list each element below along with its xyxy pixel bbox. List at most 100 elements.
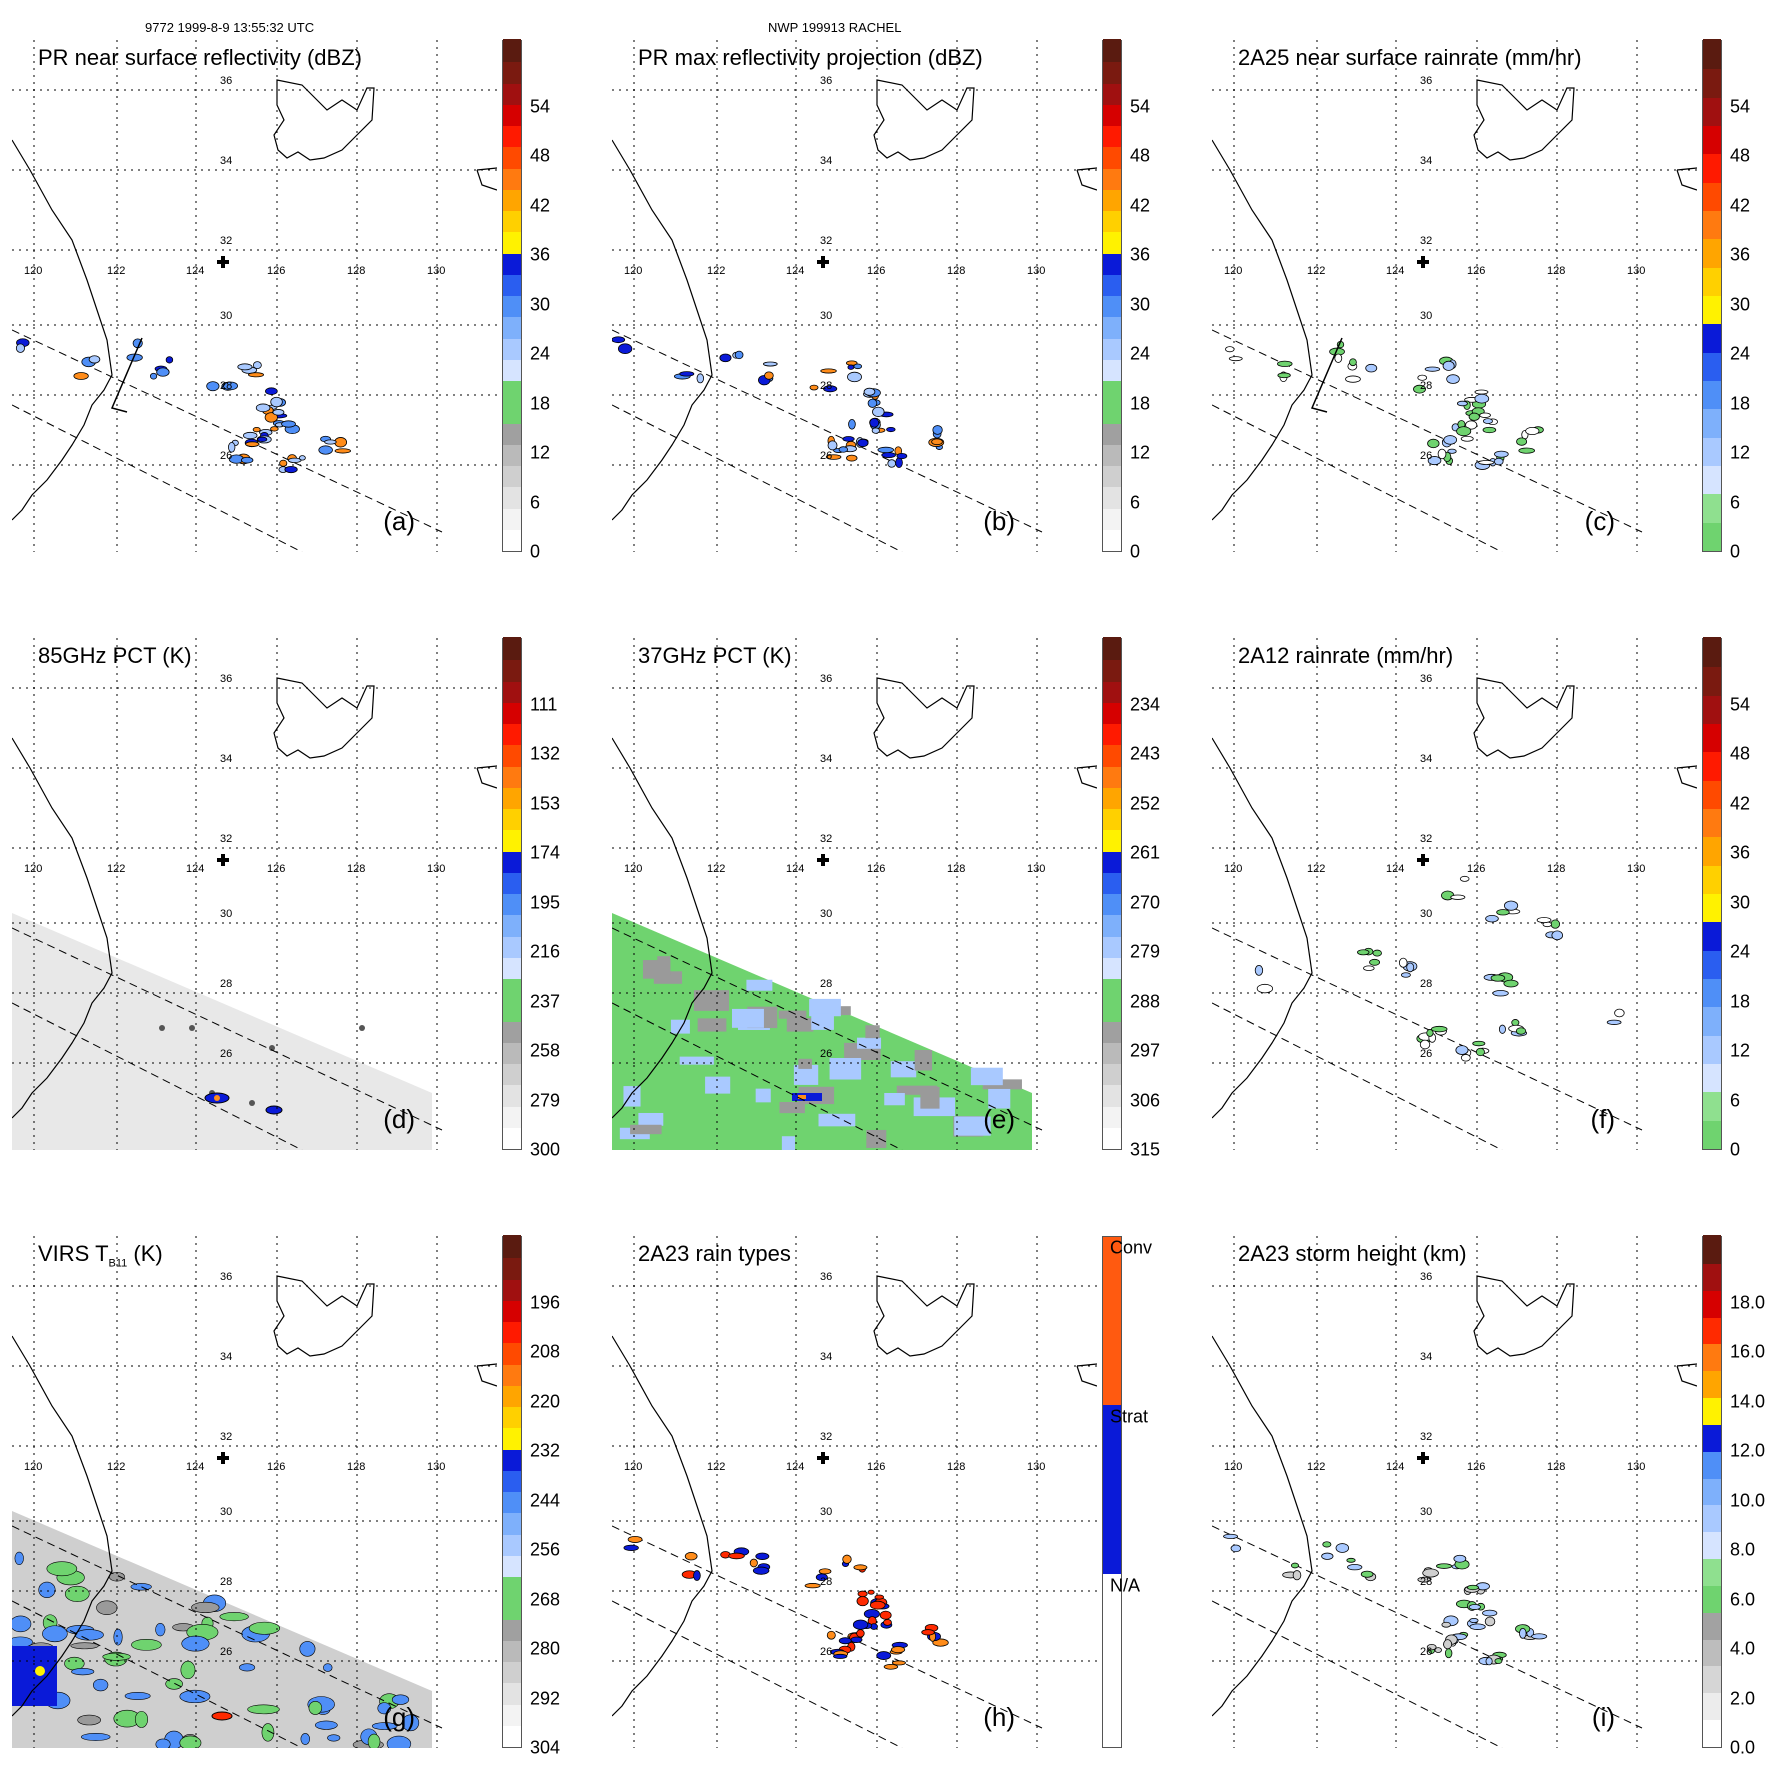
colorbar-segment [1103, 188, 1121, 211]
colorbar-tick: 54 [1130, 96, 1151, 117]
precip-cell [728, 1552, 745, 1560]
colorbar-tick: 244 [530, 1490, 561, 1511]
colorbar-segment [503, 336, 521, 360]
precip-cell [265, 387, 278, 395]
colorbar-segment [1703, 1090, 1721, 1121]
panel-a: 36 34 32 30 28 26 120 122 124 126 128 130 PR near su… [0, 0, 550, 562]
coastline-japan [1676, 167, 1697, 191]
precip-cell [833, 1653, 848, 1659]
lat-label: 30 [1420, 1506, 1433, 1518]
panel-label: (h) [983, 1702, 1015, 1732]
precip-cell [1453, 1554, 1467, 1563]
panel-h: 36 34 32 30 28 26 120 122 124 126 128 130 2A23 rain … [600, 1196, 1152, 1751]
colorbar-tick: 36 [1730, 244, 1751, 265]
panel-title: PR max reflectivity projection (dBZ) [638, 45, 983, 71]
colorbar-tick: 0.0 [1730, 1737, 1756, 1758]
colorbar-tick: 304 [530, 1737, 561, 1758]
precip-cell [1466, 1584, 1479, 1591]
scan-edge [110, 337, 143, 413]
colorbar-tick: 237 [530, 991, 561, 1012]
ir-cloud [42, 1625, 68, 1643]
lat-label: 30 [820, 1506, 833, 1518]
lon-label: 124 [786, 265, 805, 277]
lon-label: 124 [1386, 265, 1405, 277]
precip-cell [877, 446, 895, 454]
coastline [12, 139, 113, 521]
ir-cloud [386, 1735, 412, 1748]
panel-title: VIRS TB11 (K) [38, 1241, 163, 1269]
precip-cell [1277, 360, 1293, 367]
ir-cloud [391, 1694, 410, 1705]
colorbar-segment [503, 379, 521, 403]
map-e [612, 638, 1097, 1150]
precip-cell [1474, 393, 1490, 404]
colorbar-tick: 36 [1130, 244, 1151, 265]
colorbar-tick: 216 [530, 941, 561, 962]
colorbar-tick: 12.0 [1730, 1440, 1766, 1461]
ir-cloud [46, 1561, 78, 1577]
ir-cloud [377, 1702, 392, 1715]
colorbar-segment [1703, 1369, 1721, 1399]
coastline-korea [873, 1275, 975, 1357]
precip-cell [1485, 1657, 1493, 1666]
colorbar-tick: 30 [530, 294, 551, 315]
precip-cell [15, 343, 26, 353]
colorbar-segment [503, 166, 521, 190]
map-canvas [612, 40, 1097, 552]
precip-cell [1441, 1621, 1451, 1628]
map-canvas [12, 1236, 497, 1748]
precip-cell [1460, 435, 1474, 442]
colorbar-segment [1103, 1019, 1121, 1043]
precip-cell [1515, 1027, 1527, 1035]
lon-label: 128 [347, 863, 366, 875]
colorbar-tick: 288 [1130, 991, 1161, 1012]
precip-cell [1223, 1533, 1239, 1539]
storm-center-icon [1417, 854, 1429, 866]
colorbar-segment [1703, 67, 1721, 98]
lat-label: 28 [220, 978, 233, 990]
precip-cell [1398, 957, 1408, 968]
ir-cloud [130, 1583, 152, 1591]
lon-label: 120 [624, 1461, 643, 1473]
coastline-korea [273, 1275, 375, 1357]
precip-cell [1335, 1543, 1350, 1553]
colorbar-segment [1703, 1664, 1721, 1694]
colorbar-segment [1103, 506, 1121, 530]
precip-cell [1482, 418, 1493, 424]
storm-center-icon [217, 1452, 229, 1464]
lon-label: 126 [1467, 265, 1486, 277]
colorbar-segment [1103, 379, 1121, 403]
scan-edge [1310, 337, 1343, 413]
precip-cell [867, 398, 878, 408]
colorbar-segment [1703, 1718, 1721, 1747]
ir-cloud [181, 1635, 210, 1652]
precip-cell [1450, 894, 1466, 900]
lat-label: 28 [1420, 978, 1433, 990]
lon-label: 124 [186, 265, 205, 277]
precip-cell [856, 1596, 869, 1607]
colorbar-tick: 6 [1730, 1090, 1741, 1111]
ir-cloud [211, 1711, 233, 1721]
colorbar-segment [503, 807, 521, 831]
map-canvas [1212, 638, 1697, 1150]
colorbar-tick: 10.0 [1730, 1490, 1766, 1511]
precip-cell [846, 454, 858, 462]
colorbar-tick: 48 [1730, 145, 1751, 166]
colorbar-segment [1703, 1503, 1721, 1533]
colorbar-segment [1103, 358, 1121, 381]
lon-label: 130 [427, 1461, 446, 1473]
colorbar-segment [1703, 322, 1721, 353]
colorbar-tick: Conv [1110, 1237, 1153, 1258]
colorbar-segment [1703, 1557, 1721, 1586]
coastline-korea [873, 677, 975, 759]
lat-label: 30 [820, 908, 833, 920]
precip-cell [279, 459, 288, 467]
colorbar-tick: 18 [1730, 393, 1751, 414]
precip-cell [823, 385, 838, 393]
colorbar-tick: 30 [1730, 892, 1751, 913]
precip-cell [755, 1552, 770, 1560]
pct-patch [809, 998, 841, 1017]
lon-label: 120 [624, 265, 643, 277]
coastline [1212, 139, 1313, 521]
lon-label: 126 [267, 1461, 286, 1473]
